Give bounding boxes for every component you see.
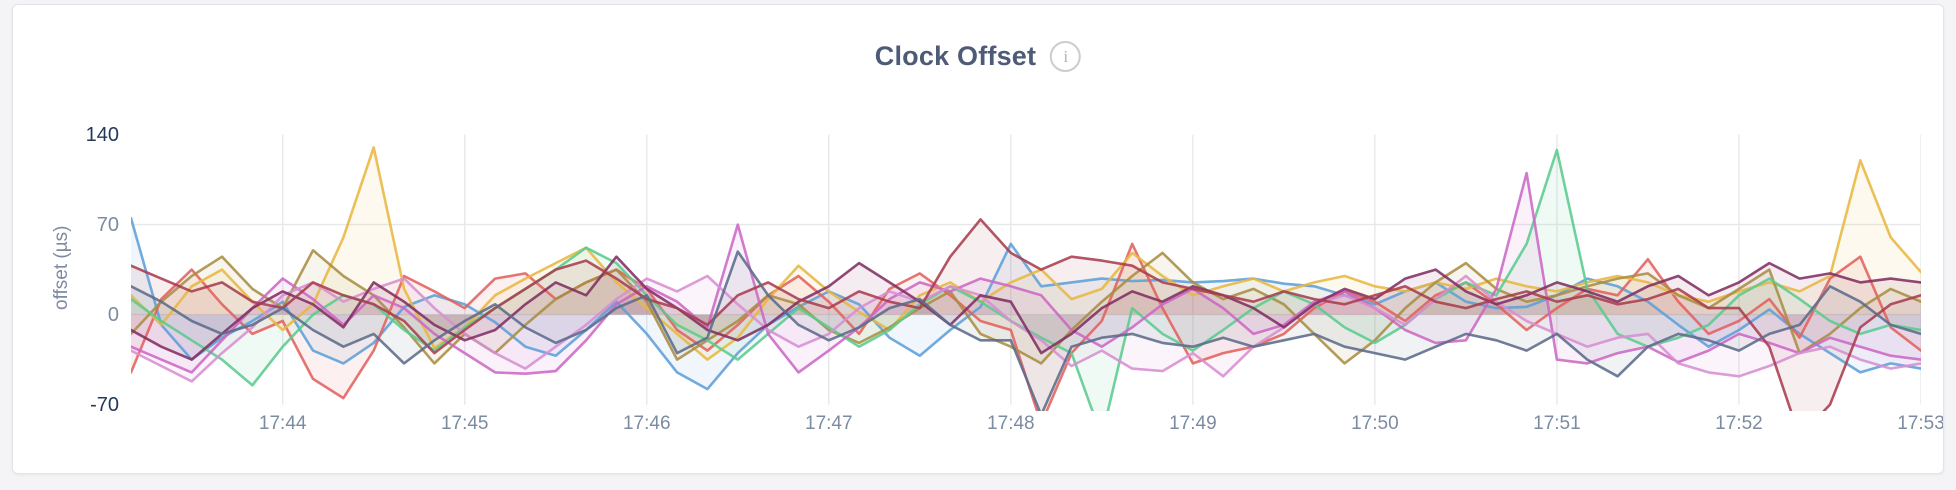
x-tick-label: 17:46 (622, 413, 671, 434)
y-tick-label: 140 (85, 123, 119, 146)
series-line-slate (131, 250, 1921, 411)
series-fill-olive (131, 250, 1921, 364)
series-line-violet (131, 274, 1921, 383)
clock-offset-plot[interactable] (131, 96, 1921, 411)
y-tick-label: 0 (107, 303, 119, 326)
chart-title: Clock Offset (874, 41, 1037, 71)
series-fill-green (131, 150, 1921, 411)
y-tick-label: -70 (90, 393, 119, 416)
series-fill-maroon (131, 219, 1921, 411)
x-tick-label: 17:49 (1169, 413, 1217, 434)
series-line-orchid (131, 171, 1921, 376)
x-tick-label: 17:44 (258, 413, 307, 434)
y-axis-label: offset (µs) (51, 225, 72, 310)
x-tick-label: 17:45 (440, 413, 489, 434)
x-tick-label: 17:47 (805, 413, 853, 434)
clock-offset-card: Clock Offset i offset (µs) 140 70 0 -70 17:4… (12, 4, 1944, 474)
x-tick-label: 17:51 (1533, 413, 1581, 434)
x-tick-label: 17:50 (1351, 413, 1399, 434)
clock-offset-plot-area[interactable] (131, 96, 1921, 411)
x-tick-label: 17:48 (987, 413, 1035, 434)
y-tick-label: 70 (96, 213, 119, 236)
series-line-plum (131, 255, 1921, 361)
series-fill-orchid (131, 173, 1921, 374)
x-tick-label: 17:52 (1715, 413, 1763, 434)
x-tick-label: 17:53 (1897, 413, 1944, 434)
series-line-olive (131, 249, 1921, 365)
info-icon[interactable]: i (1050, 41, 1082, 72)
chart-header: Clock Offset i (874, 41, 1082, 72)
series-fill-blue (131, 218, 1921, 390)
series-fill-plum (131, 256, 1921, 360)
series-line-maroon (131, 218, 1921, 411)
